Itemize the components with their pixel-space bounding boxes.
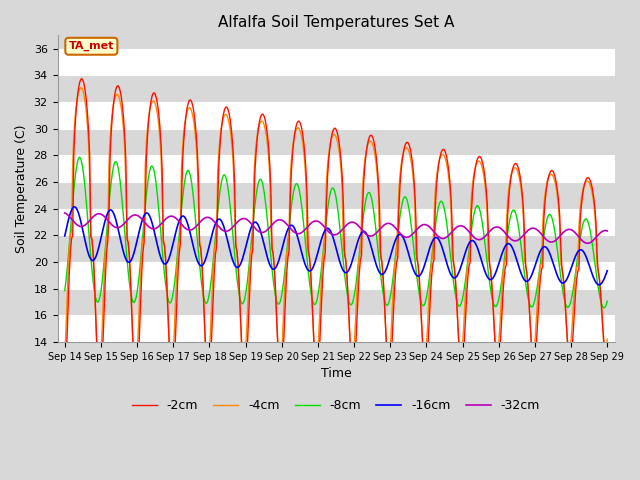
-4cm bbox=[232, 241, 239, 247]
-32cm bbox=[364, 233, 372, 239]
Title: Alfalfa Soil Temperatures Set A: Alfalfa Soil Temperatures Set A bbox=[218, 15, 454, 30]
-32cm bbox=[554, 236, 561, 241]
-32cm bbox=[460, 224, 467, 229]
Line: -32cm: -32cm bbox=[65, 213, 607, 243]
-2cm bbox=[367, 132, 374, 138]
-2cm bbox=[292, 124, 300, 130]
-2cm bbox=[556, 213, 564, 218]
Line: -16cm: -16cm bbox=[65, 207, 607, 285]
Bar bbox=[58, 156, 614, 182]
-16cm bbox=[365, 238, 373, 244]
-16cm bbox=[392, 237, 399, 243]
-16cm bbox=[461, 252, 468, 258]
-8cm bbox=[61, 288, 68, 293]
-16cm bbox=[231, 262, 239, 268]
Bar bbox=[58, 48, 614, 75]
Text: TA_met: TA_met bbox=[68, 41, 114, 51]
Line: -4cm: -4cm bbox=[65, 88, 607, 375]
-4cm bbox=[556, 223, 564, 229]
Bar bbox=[58, 209, 614, 235]
-16cm bbox=[595, 282, 603, 288]
-8cm bbox=[231, 252, 239, 258]
Bar bbox=[58, 262, 614, 288]
-4cm bbox=[604, 336, 611, 342]
-2cm bbox=[232, 244, 239, 250]
-8cm bbox=[604, 298, 611, 304]
-4cm bbox=[95, 372, 102, 378]
-32cm bbox=[290, 229, 298, 235]
-16cm bbox=[71, 204, 79, 210]
-4cm bbox=[77, 85, 84, 91]
-32cm bbox=[61, 210, 68, 216]
-2cm bbox=[96, 390, 104, 396]
-4cm bbox=[393, 251, 401, 257]
-8cm bbox=[600, 305, 608, 311]
Legend: -2cm, -4cm, -8cm, -16cm, -32cm: -2cm, -4cm, -8cm, -16cm, -32cm bbox=[127, 394, 545, 417]
Bar bbox=[58, 102, 614, 129]
-2cm bbox=[462, 312, 470, 317]
-16cm bbox=[555, 276, 563, 281]
-32cm bbox=[390, 224, 398, 229]
Line: -8cm: -8cm bbox=[65, 157, 607, 308]
-8cm bbox=[392, 253, 399, 259]
-16cm bbox=[291, 226, 298, 231]
-4cm bbox=[61, 356, 68, 361]
-32cm bbox=[584, 240, 592, 246]
-2cm bbox=[78, 76, 86, 82]
Y-axis label: Soil Temperature (C): Soil Temperature (C) bbox=[15, 124, 28, 253]
-8cm bbox=[76, 154, 83, 160]
X-axis label: Time: Time bbox=[321, 367, 351, 380]
-2cm bbox=[61, 385, 68, 391]
-2cm bbox=[604, 354, 611, 360]
-32cm bbox=[230, 223, 237, 229]
-16cm bbox=[604, 268, 611, 274]
Line: -2cm: -2cm bbox=[65, 79, 607, 393]
-4cm bbox=[292, 128, 300, 133]
-8cm bbox=[365, 190, 373, 195]
-4cm bbox=[462, 286, 470, 291]
-8cm bbox=[461, 284, 468, 289]
-2cm bbox=[393, 259, 401, 265]
-32cm bbox=[604, 228, 611, 234]
-16cm bbox=[61, 233, 68, 239]
-4cm bbox=[367, 138, 374, 144]
-8cm bbox=[291, 184, 298, 190]
Bar bbox=[58, 315, 614, 342]
-8cm bbox=[555, 257, 563, 263]
